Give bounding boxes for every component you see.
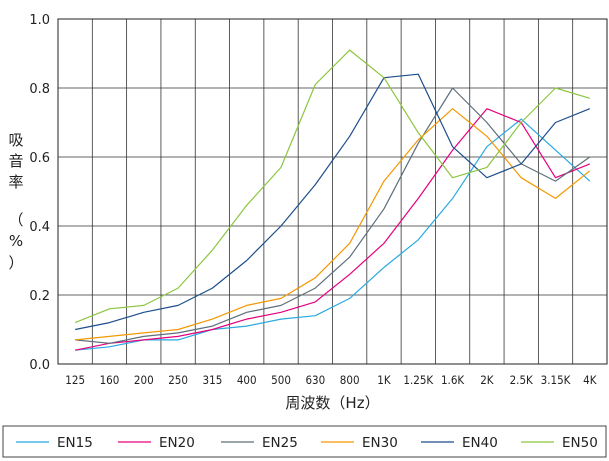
legend-label: EN20 [159,435,195,451]
series-line-en40 [75,73,591,331]
x-tick-label: 400 [237,373,257,387]
y-axis-label-char: 吸 [8,131,23,149]
y-tick-label: 0.0 [29,358,50,373]
x-tick-label: 1.25K [403,373,433,387]
legend: EN15 EN20 EN25 EN30 EN40 EN50 [2,425,607,458]
x-tick-label: 2.5K [510,373,533,387]
series-line-en25 [75,87,591,344]
x-tick-label: 250 [168,373,188,387]
y-axis-label-char: ） [8,254,23,272]
y-tick-label: 0.6 [29,151,50,166]
y-tick-label: 0.2 [29,289,50,304]
series-line-en30 [75,108,591,341]
legend-label: EN50 [562,435,598,451]
x-tick-label: 630 [305,373,325,387]
x-tick-label: 3.15K [541,373,571,387]
legend-label: EN40 [462,435,498,451]
legend-label: EN15 [57,435,93,451]
x-tick-label: 4K [583,373,597,387]
x-tick-label: 1K [377,373,391,387]
grid [58,19,607,364]
series-line-en20 [75,108,591,351]
x-axis-label: 周波数（Hz） [285,394,379,412]
x-tick-label: 500 [271,373,291,387]
x-tick-label: 125 [65,373,85,387]
legend-label: EN25 [262,435,298,451]
legend-label: EN30 [362,435,398,451]
y-axis-label-char: 率 [8,173,23,191]
y-tick-label: 0.4 [29,220,50,235]
y-tick-label: 0.8 [29,82,50,97]
x-tick-label: 1.6K [441,373,464,387]
x-tick-label: 800 [340,373,360,387]
y-axis-label-char: （ [8,211,23,229]
x-tick-label: 315 [203,373,223,387]
y-axis-label-char: % [9,232,23,250]
x-tick-label: 200 [134,373,154,387]
series-line-en50 [74,49,590,324]
series-line-en15 [75,118,591,351]
y-tick-labels: 0.0 0.2 0.4 0.6 0.8 1.0 [29,13,50,373]
y-tick-label: 1.0 [29,13,50,28]
series-lines [74,49,591,351]
y-axis-label-char: 音 [8,152,23,170]
x-tick-label: 2K [480,373,494,387]
x-tick-label: 160 [100,373,120,387]
plot-frame [57,18,608,365]
y-axis-label: 吸音率 （% ） [8,131,23,272]
legend-box [2,425,607,458]
x-tick-labels: 125 160 200 250 315 400 500 630 800 1K 1.25K 1.6K 2K… [65,373,596,387]
